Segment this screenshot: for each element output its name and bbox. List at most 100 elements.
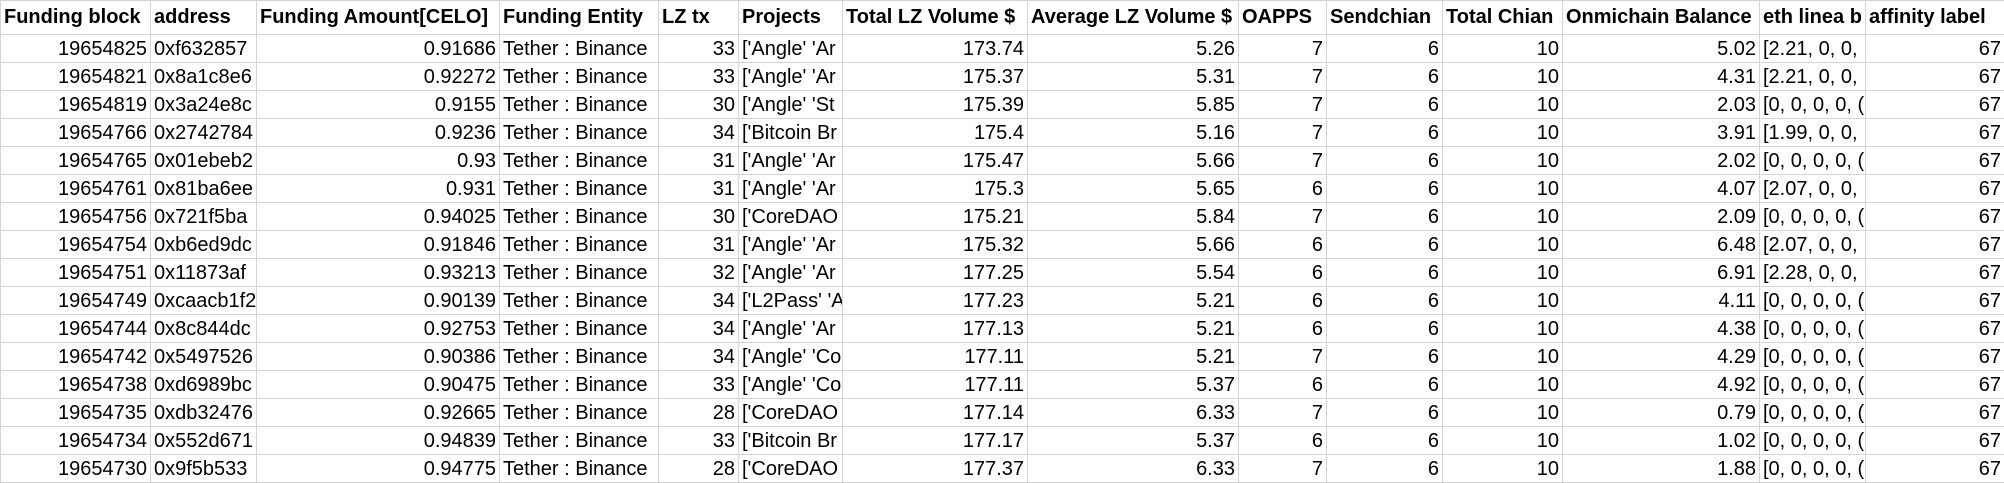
table-cell[interactable]: [1.99, 0, 0, [1760, 119, 1866, 147]
table-cell[interactable]: [0, 0, 0, 0, ( [1760, 315, 1866, 343]
table-cell[interactable]: 4.31 [1563, 63, 1760, 91]
table-cell[interactable]: 7 [1239, 203, 1327, 231]
table-cell[interactable]: 10 [1443, 231, 1563, 259]
table-cell[interactable]: Tether : Binance [500, 91, 659, 119]
table-cell[interactable]: Tether : Binance [500, 231, 659, 259]
table-cell[interactable]: 7 [1239, 119, 1327, 147]
table-cell[interactable]: 4.07 [1563, 175, 1760, 203]
table-cell[interactable]: 0x3a24e8c [151, 91, 257, 119]
table-cell[interactable]: ['Angle' 'St [739, 91, 843, 119]
table-cell[interactable]: 67 [1866, 455, 2004, 483]
table-cell[interactable]: 177.37 [843, 455, 1028, 483]
table-cell[interactable]: 6 [1239, 427, 1327, 455]
table-cell[interactable]: 30 [659, 203, 739, 231]
table-cell[interactable]: 177.11 [843, 371, 1028, 399]
table-cell[interactable]: 67 [1866, 63, 2004, 91]
table-cell[interactable]: 6 [1327, 259, 1443, 287]
table-cell[interactable]: 5.66 [1028, 231, 1239, 259]
table-cell[interactable]: 5.21 [1028, 287, 1239, 315]
table-cell[interactable]: 67 [1866, 231, 2004, 259]
table-cell[interactable]: 0.91846 [257, 231, 500, 259]
table-cell[interactable]: 5.65 [1028, 175, 1239, 203]
table-cell[interactable]: 5.54 [1028, 259, 1239, 287]
table-cell[interactable]: 0.94839 [257, 427, 500, 455]
table-cell[interactable]: 173.74 [843, 35, 1028, 63]
table-cell[interactable]: 67 [1866, 203, 2004, 231]
table-cell[interactable]: 0xf632857 [151, 35, 257, 63]
table-cell[interactable]: 19654754 [1, 231, 151, 259]
table-cell[interactable]: 6 [1239, 259, 1327, 287]
table-cell[interactable]: 0xb6ed9dc [151, 231, 257, 259]
table-cell[interactable]: 4.29 [1563, 343, 1760, 371]
table-cell[interactable]: Tether : Binance [500, 119, 659, 147]
table-cell[interactable]: ['Angle' 'Co [739, 371, 843, 399]
table-cell[interactable]: 7 [1239, 455, 1327, 483]
header-cell[interactable]: LZ tx [659, 1, 739, 35]
table-cell[interactable]: 19654734 [1, 427, 151, 455]
table-cell[interactable]: 0x11873af [151, 259, 257, 287]
table-cell[interactable]: 6 [1327, 427, 1443, 455]
table-cell[interactable]: 28 [659, 399, 739, 427]
table-cell[interactable]: 34 [659, 343, 739, 371]
table-cell[interactable]: 31 [659, 175, 739, 203]
table-cell[interactable]: 175.4 [843, 119, 1028, 147]
table-cell[interactable]: 34 [659, 119, 739, 147]
table-cell[interactable]: 6.48 [1563, 231, 1760, 259]
table-cell[interactable]: 6 [1327, 175, 1443, 203]
table-cell[interactable]: 0.93213 [257, 259, 500, 287]
table-cell[interactable]: 6.33 [1028, 455, 1239, 483]
table-cell[interactable]: 19654825 [1, 35, 151, 63]
table-cell[interactable]: [0, 0, 0, 0, ( [1760, 399, 1866, 427]
table-cell[interactable]: 10 [1443, 455, 1563, 483]
table-cell[interactable]: 7 [1239, 399, 1327, 427]
table-cell[interactable]: 0.9236 [257, 119, 500, 147]
header-cell[interactable]: Average LZ Volume $ [1028, 1, 1239, 35]
table-cell[interactable]: 177.25 [843, 259, 1028, 287]
header-cell[interactable]: affinity label [1866, 1, 2004, 35]
table-cell[interactable]: 7 [1239, 147, 1327, 175]
table-cell[interactable]: 3.91 [1563, 119, 1760, 147]
table-cell[interactable]: 0x2742784 [151, 119, 257, 147]
table-cell[interactable]: 10 [1443, 203, 1563, 231]
table-cell[interactable]: Tether : Binance [500, 371, 659, 399]
table-cell[interactable]: 177.13 [843, 315, 1028, 343]
table-cell[interactable]: 5.66 [1028, 147, 1239, 175]
table-cell[interactable]: 19654738 [1, 371, 151, 399]
table-cell[interactable]: 6 [1239, 175, 1327, 203]
table-cell[interactable]: ['Bitcoin Br [739, 427, 843, 455]
table-cell[interactable]: 7 [1239, 35, 1327, 63]
table-cell[interactable]: 2.02 [1563, 147, 1760, 175]
table-cell[interactable]: 0.92753 [257, 315, 500, 343]
table-cell[interactable]: 0xd6989bc [151, 371, 257, 399]
table-cell[interactable]: 31 [659, 231, 739, 259]
table-cell[interactable]: 6 [1327, 91, 1443, 119]
table-cell[interactable]: 67 [1866, 287, 2004, 315]
table-cell[interactable]: 67 [1866, 427, 2004, 455]
table-cell[interactable]: 6.91 [1563, 259, 1760, 287]
table-cell[interactable]: Tether : Binance [500, 147, 659, 175]
table-cell[interactable]: [2.07, 0, 0, [1760, 175, 1866, 203]
table-cell[interactable]: 6 [1327, 315, 1443, 343]
table-cell[interactable]: [0, 0, 0, 0, ( [1760, 455, 1866, 483]
table-cell[interactable]: 0.90139 [257, 287, 500, 315]
table-cell[interactable]: 0x721f5ba [151, 203, 257, 231]
table-cell[interactable]: 6 [1327, 203, 1443, 231]
table-cell[interactable]: [2.21, 0, 0, [1760, 63, 1866, 91]
table-cell[interactable]: 10 [1443, 371, 1563, 399]
table-cell[interactable]: 6 [1327, 147, 1443, 175]
table-cell[interactable]: 0.94775 [257, 455, 500, 483]
table-cell[interactable]: 34 [659, 287, 739, 315]
table-cell[interactable]: ['Angle' 'Ar [739, 231, 843, 259]
table-cell[interactable]: 34 [659, 315, 739, 343]
table-cell[interactable]: 175.39 [843, 91, 1028, 119]
table-cell[interactable]: ['L2Pass' 'A [739, 287, 843, 315]
header-cell[interactable]: Projects [739, 1, 843, 35]
table-cell[interactable]: 6 [1327, 63, 1443, 91]
table-cell[interactable]: Tether : Binance [500, 287, 659, 315]
table-cell[interactable]: 67 [1866, 259, 2004, 287]
table-cell[interactable]: 5.26 [1028, 35, 1239, 63]
table-cell[interactable]: 19654751 [1, 259, 151, 287]
table-cell[interactable]: 0xdb32476 [151, 399, 257, 427]
table-cell[interactable]: 19654766 [1, 119, 151, 147]
table-cell[interactable]: 177.23 [843, 287, 1028, 315]
